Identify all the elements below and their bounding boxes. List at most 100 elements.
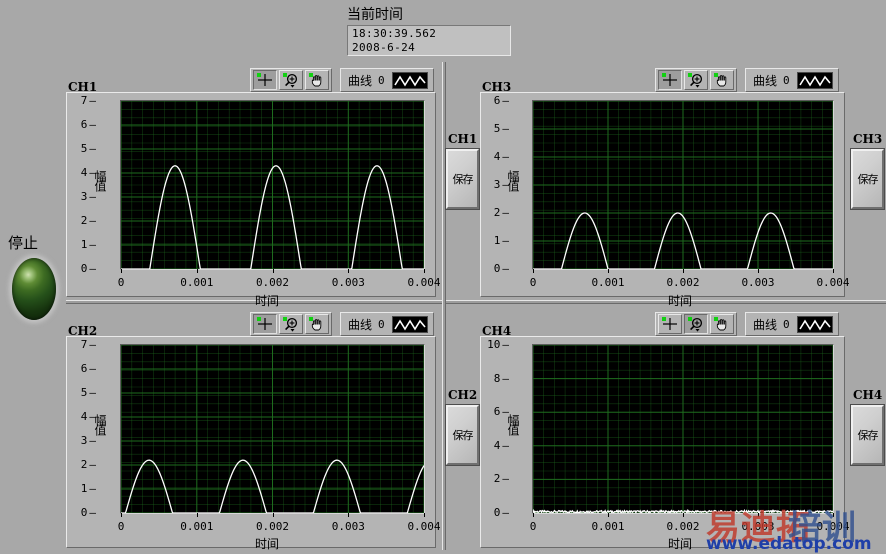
pan-tool-ch2[interactable] [305,314,329,334]
x-tickmark-ch3-0 [533,269,534,273]
y-tick-ch3-3: 3 [487,178,509,191]
y-tick-ch3-2: 2 [487,206,509,219]
x-tickmark-ch2-3 [348,513,350,517]
x-tickmark-ch4-4 [833,513,834,517]
save-button-ch2[interactable]: 保存 [445,404,480,466]
x-tick-ch3-0: 0 [529,276,537,289]
x-tick-ch2-1: 0.001 [180,520,214,533]
plot-legend-ch3[interactable]: 曲线 0 [745,68,839,92]
y-tick-ch3-5: 5 [487,122,509,135]
x-tick-ch1-2: 0.002 [255,276,290,289]
y-tick-ch2-4: 4 [74,410,96,423]
pan-tool-ch3[interactable] [710,70,734,90]
pan-tool-ch1[interactable] [305,70,329,90]
graph-palette-ch1[interactable] [250,68,332,92]
x-tick-ch4-1: 0.001 [591,520,625,533]
x-tickmark-ch3-3 [758,269,759,273]
zoom-tool-ch3[interactable] [684,70,708,90]
y-tick-ch1-2: 2 [74,214,96,227]
waveform-icon[interactable] [391,71,428,89]
save-button-ch3[interactable]: 保存 [850,148,885,210]
cursor-tool-ch3[interactable] [658,70,682,90]
current-time-cluster: 当前时间 18:30:39.562 2008-6-24 [347,4,513,56]
graph-palette-ch2[interactable] [250,312,332,336]
cursor-tool-ch4[interactable] [658,314,682,334]
legend-label: 曲线 [753,73,778,88]
x-tickmark-ch2-4 [424,513,425,517]
waveform-icon[interactable] [796,71,833,89]
x-tickmark-ch1-4 [424,269,425,273]
plot-area-ch3[interactable] [532,100,834,270]
current-time-value: 18:30:39.562 [352,27,437,40]
x-tick-ch4-3: 0.003 [741,520,775,533]
x-tick-ch3-4: 0.004 [816,276,850,289]
waveform-icon[interactable] [796,315,833,333]
x-axis-label-ch4: 时间 [668,537,693,551]
horizontal-divider-left [66,300,442,304]
x-tick-ch2-2: 0.002 [255,520,290,533]
channel-label-ch4: CH4 [482,324,512,338]
horizontal-divider-right [446,300,886,304]
y-tick-ch1-6: 6 [74,118,96,131]
legend-label: 曲线 [348,73,373,88]
x-tick-ch2-4: 0.004 [407,520,441,533]
legend-index: 0 [783,73,790,87]
y-tick-ch2-0: 0 [74,506,96,519]
y-tick-ch1-1: 1 [74,238,96,251]
plot-area-ch2[interactable] [120,344,425,514]
waveform-icon[interactable] [391,315,428,333]
x-tickmark-ch4-0 [533,513,534,517]
vertical-divider [442,62,446,550]
plot-legend-ch1[interactable]: 曲线 0 [340,68,434,92]
y-tick-ch4-5: 10 [487,338,509,351]
pan-tool-ch4[interactable] [710,314,734,334]
x-axis-label-ch3: 时间 [668,294,693,308]
y-tick-ch2-6: 6 [74,362,96,375]
channel-label-ch3: CH3 [482,80,512,94]
plot-area-ch1[interactable] [120,100,425,270]
x-tick-ch2-0: 0 [117,520,125,533]
x-tickmark-ch3-4 [833,269,834,273]
cursor-tool-ch1[interactable] [253,70,277,90]
save-button-ch1[interactable]: 保存 [445,148,480,210]
y-tick-ch1-5: 5 [74,142,96,155]
y-tick-ch4-0: 0 [487,506,509,519]
x-tickmark-ch4-3 [758,513,759,517]
channel-label-ch2: CH2 [68,324,98,338]
zoom-tool-ch2[interactable] [279,314,303,334]
save-button-label: 保存 [857,173,879,186]
x-tickmark-ch3-2 [683,269,684,273]
save-group-ch2: CH2 保存 [445,388,486,468]
zoom-tool-ch1[interactable] [279,70,303,90]
channel-label-ch1: CH1 [68,80,98,94]
stop-led-button[interactable] [12,258,56,320]
save-group-channel-label: CH2 [448,388,478,402]
y-tick-ch3-4: 4 [487,150,509,163]
x-tick-ch3-2: 0.002 [666,276,700,289]
x-tick-ch4-0: 0 [529,520,537,533]
zoom-tool-ch4[interactable] [684,314,708,334]
x-tickmark-ch1-0 [121,269,122,273]
cursor-tool-ch2[interactable] [253,314,277,334]
x-tick-ch3-1: 0.001 [591,276,625,289]
stop-control[interactable]: 停止 [6,232,66,342]
graph-palette-ch4[interactable] [655,312,737,336]
plot-area-ch4[interactable] [532,344,834,514]
graph-palette-ch3[interactable] [655,68,737,92]
x-tick-ch2-3: 0.003 [331,520,365,533]
x-tickmark-ch1-1 [196,269,198,273]
x-tickmark-ch2-1 [196,513,198,517]
save-group-ch4: CH4 保存 [850,388,886,468]
y-axis-label-ch2: 幅值 [93,414,107,434]
plot-legend-ch4[interactable]: 曲线 0 [745,312,839,336]
plot-legend-ch2[interactable]: 曲线 0 [340,312,434,336]
save-group-channel-label: CH1 [448,132,478,146]
x-tick-ch1-1: 0.001 [180,276,214,289]
save-button-label: 保存 [452,173,474,186]
x-tickmark-ch4-2 [683,513,684,517]
x-tickmark-ch1-2 [272,269,274,273]
legend-index: 0 [378,317,385,331]
y-tick-ch1-3: 3 [74,190,96,203]
save-button-ch4[interactable]: 保存 [850,404,885,466]
